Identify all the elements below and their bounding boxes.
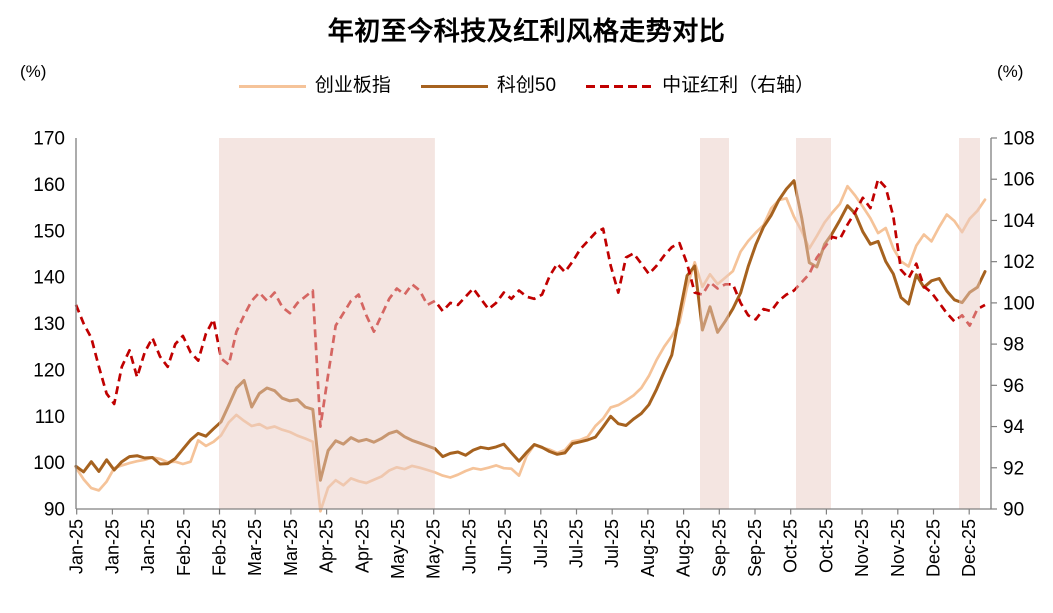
left-axis-tick-label: 150	[33, 221, 65, 242]
left-axis-tick-label: 130	[33, 314, 65, 335]
right-axis-tick-label: 102	[1003, 252, 1035, 273]
highlight-band-1	[700, 138, 729, 509]
x-axis-tick-label: Feb-25	[210, 519, 230, 576]
legend-swatch-csi-dividend-dashed-line-icon	[586, 84, 654, 89]
right-axis-tick-label: 92	[1003, 458, 1024, 479]
x-axis-tick-label: Dec-25	[959, 519, 979, 577]
legend-label-chinext: 创业板指	[314, 75, 391, 96]
x-axis-tick-label: Sep-25	[709, 519, 729, 577]
x-axis-tick-label: Mar-25	[281, 519, 301, 576]
left-axis-tick-label: 140	[33, 268, 65, 289]
left-axis-tick-label: 120	[33, 360, 65, 381]
series-line-2	[74, 177, 986, 428]
right-axis-tick-label: 100	[1003, 293, 1035, 314]
x-axis-tick-label: Dec-25	[924, 519, 944, 577]
chart-title: 年初至今科技及红利风格走势对比	[327, 16, 726, 46]
highlight-band-2	[796, 138, 831, 509]
legend: 创业板指 科创50 中证红利（右轴）	[0, 75, 1053, 97]
right-axis-tick-label: 108	[1003, 129, 1035, 150]
x-axis-tick-label: Mar-25	[245, 519, 265, 576]
x-axis-tick-label: Apr-25	[352, 519, 372, 573]
left-axis-tick-label: 90	[44, 500, 65, 521]
left-axis-unit: (%)	[20, 62, 47, 81]
legend-swatch-chinext-line-icon	[238, 84, 306, 88]
right-axis-tick-label: 90	[1003, 500, 1024, 521]
x-axis-tick-label: Jan-25	[102, 519, 122, 574]
x-axis-tick-label: Jun-25	[459, 519, 479, 574]
right-axis-tick-label: 106	[1003, 170, 1035, 191]
x-axis-tick-label: Jul-25	[602, 519, 622, 568]
x-axis-tick-label: May-25	[388, 519, 408, 579]
highlight-band-0	[219, 138, 435, 509]
left-axis-tick-label: 170	[33, 129, 65, 150]
x-axis-tick-label: Aug-25	[638, 519, 658, 577]
left-axis-tick-label: 100	[33, 453, 65, 474]
legend-item-chinext: 创业板指	[238, 75, 391, 97]
x-axis-tick-label: Aug-25	[674, 519, 694, 577]
x-axis-tick-label: Jan-25	[138, 519, 158, 574]
series-line-1	[74, 179, 987, 482]
legend-label-csi-dividend: 中证红利（右轴）	[662, 75, 815, 96]
right-axis-tick-label: 96	[1003, 376, 1024, 397]
x-axis-tick-label: Sep-25	[745, 519, 765, 577]
x-axis-tick-label: Jul-25	[567, 519, 587, 568]
highlight-band-3	[959, 138, 980, 509]
x-axis-tick-label: Nov-25	[888, 519, 908, 577]
x-axis-tick-label: Nov-25	[852, 519, 872, 577]
x-axis-tick-label: May-25	[424, 519, 444, 579]
right-axis-tick-label: 104	[1003, 211, 1035, 232]
left-axis-tick-label: 110	[35, 407, 65, 428]
legend-swatch-star50-line-icon	[420, 84, 488, 88]
legend-label-star50: 科创50	[496, 75, 557, 96]
legend-item-csi-dividend: 中证红利（右轴）	[586, 75, 815, 97]
x-axis-tick-label: Feb-25	[174, 519, 194, 576]
legend-item-star50: 科创50	[420, 75, 557, 97]
x-axis-tick-label: Jan-25	[67, 519, 87, 574]
left-axis-tick-label: 160	[33, 175, 65, 196]
x-axis-tick-label: Oct-25	[816, 519, 836, 573]
right-axis-tick-label: 98	[1003, 335, 1024, 356]
x-axis-tick-label: Oct-25	[781, 519, 801, 573]
right-axis-unit: (%)	[997, 62, 1024, 81]
right-axis-tick-label: 94	[1003, 417, 1025, 438]
series-line-0	[74, 184, 987, 513]
x-axis-tick-label: Jul-25	[531, 519, 551, 568]
x-axis-tick-label: Apr-25	[317, 519, 337, 573]
x-axis-tick-label: Jun-25	[495, 519, 515, 574]
